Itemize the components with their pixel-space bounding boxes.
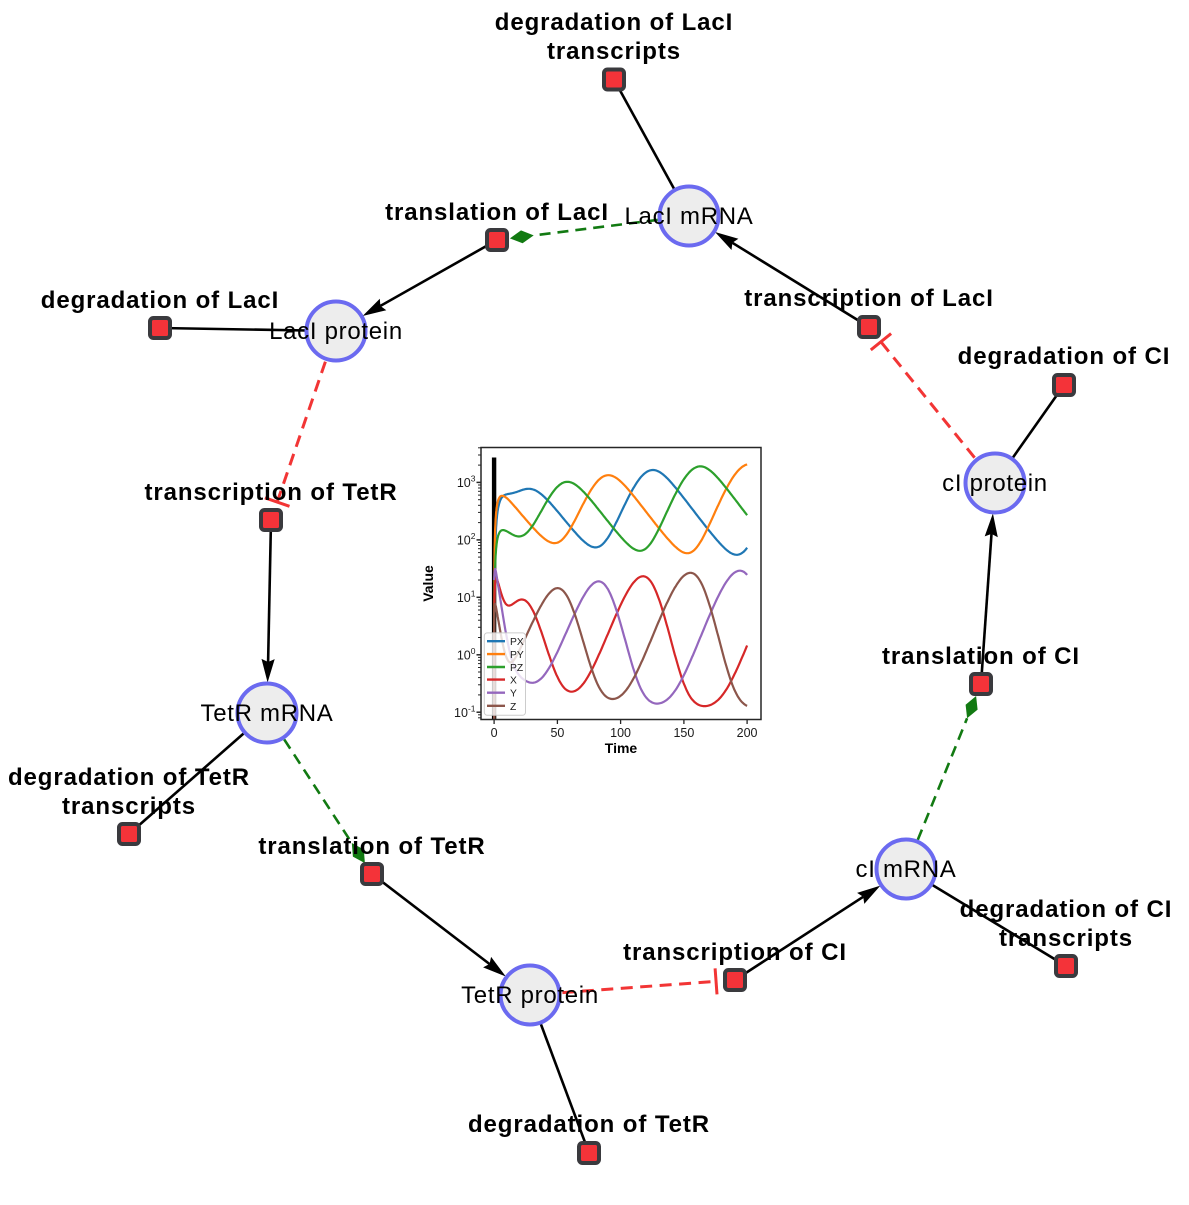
svg-text:LacI mRNA: LacI mRNA [625,203,754,230]
svg-text:degradation of LacI: degradation of LacI [41,287,279,314]
svg-text:TetR protein: TetR protein [461,982,599,1009]
svg-text:50: 50 [550,726,564,740]
svg-text:PZ: PZ [510,663,523,674]
svg-text:degradation of CI: degradation of CI [960,896,1173,923]
svg-text:Value: Value [420,565,436,602]
svg-text:TetR mRNA: TetR mRNA [201,700,334,727]
svg-text:Y: Y [510,689,517,700]
svg-text:degradation of TetR: degradation of TetR [468,1111,710,1138]
svg-text:cI protein: cI protein [942,470,1048,497]
svg-text:PY: PY [510,650,524,661]
svg-text:Time: Time [605,740,638,756]
svg-text:X: X [510,676,517,687]
svg-text:translation of TetR: translation of TetR [258,833,485,860]
svg-text:degradation of TetR: degradation of TetR [8,764,250,791]
svg-text:degradation of LacI: degradation of LacI [495,9,733,36]
svg-text:150: 150 [673,726,694,740]
svg-text:0: 0 [491,726,498,740]
svg-text:cI mRNA: cI mRNA [856,856,957,883]
svg-text:transcripts: transcripts [547,38,681,65]
svg-text:transcription of CI: transcription of CI [623,939,847,966]
svg-text:translation of CI: translation of CI [882,643,1080,670]
svg-text:transcripts: transcripts [999,925,1133,952]
svg-text:Z: Z [510,702,516,713]
svg-text:PX: PX [510,637,524,648]
svg-text:translation of LacI: translation of LacI [385,199,609,226]
svg-text:100: 100 [610,726,631,740]
svg-text:transcription of TetR: transcription of TetR [144,479,397,506]
svg-text:transcription of LacI: transcription of LacI [744,285,994,312]
svg-text:transcripts: transcripts [62,793,196,820]
svg-text:200: 200 [737,726,758,740]
svg-text:degradation of CI: degradation of CI [958,343,1171,370]
svg-text:LacI protein: LacI protein [269,318,403,345]
